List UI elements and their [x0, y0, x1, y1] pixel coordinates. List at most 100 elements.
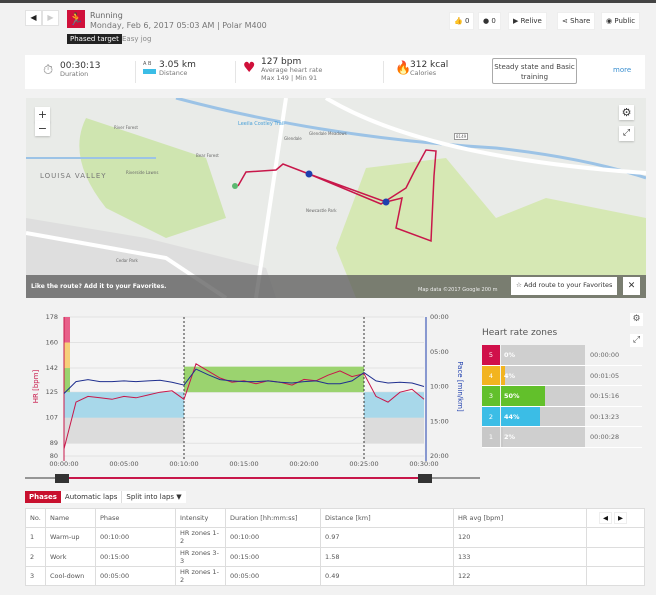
y2-tick-label: 20:00	[430, 452, 449, 460]
next-button[interactable]: ▶	[42, 10, 59, 26]
divider	[235, 61, 236, 83]
cell-distance: 0.49	[320, 565, 454, 587]
y2-axis-label: Pace [min/km]	[456, 361, 464, 412]
eye-icon: ◉	[606, 17, 613, 25]
table-row[interactable]: 1 Warm-up 00:10:00 HR zones 1-2 00:10:00 0.97…	[25, 527, 645, 548]
table-header-row: No. Name Phase Intensity Duration [hh:mm…	[25, 507, 645, 529]
target-name[interactable]: Easy jog	[122, 35, 152, 43]
road-sign: 8149	[454, 133, 469, 140]
y-tick-label: 125	[46, 388, 58, 396]
more-link[interactable]: more	[613, 66, 632, 74]
y-tick-label: 80	[50, 452, 58, 460]
divider	[383, 61, 384, 83]
prev-column-button[interactable]: ◀	[599, 512, 612, 525]
visibility-button[interactable]: ◉ Public	[601, 12, 641, 30]
duration-label: Duration	[60, 70, 89, 78]
heart-icon: ♥	[243, 60, 256, 76]
distance-label: Distance	[159, 69, 188, 77]
road	[254, 98, 288, 298]
avg-hr-value: 127 bpm	[261, 57, 302, 67]
zone-color-strip	[64, 342, 70, 369]
cell-empty	[586, 546, 645, 567]
tab-automatic-laps[interactable]: Automatic laps	[60, 491, 122, 503]
x-tick-label: 00:10:00	[169, 460, 198, 468]
cell-empty	[586, 565, 645, 587]
cell-duration: 00:15:00	[225, 546, 321, 567]
summary-card: ⏱ 00:30:13 Duration A B 3.05 km Distance…	[25, 55, 645, 89]
avg-hr-label: Average heart rate	[261, 66, 323, 74]
ruler-icon	[143, 69, 156, 74]
comment-button[interactable]: ● 0	[478, 12, 501, 30]
target-zone-band	[364, 417, 424, 444]
map-label: Bear Forest	[196, 153, 219, 158]
map-label: Glendale Meadows	[309, 131, 347, 136]
share-button[interactable]: ⋖ Share	[557, 12, 596, 30]
prev-button[interactable]: ◀	[25, 10, 42, 26]
y-axis-label: HR [bpm]	[32, 369, 40, 403]
y-tick-label: 178	[46, 313, 58, 321]
y2-tick-label: 10:00	[430, 383, 449, 391]
split-into-laps-dropdown[interactable]: Split into laps ▼	[121, 491, 186, 503]
zone-percent: 44%	[504, 412, 520, 421]
zoom-out-button[interactable]: −	[35, 121, 50, 136]
col-no: No.	[25, 507, 46, 529]
map-label: Newcastle Park	[306, 208, 337, 213]
route-map[interactable]: LOUISA VALLEY River Forest Bear Forest G…	[26, 98, 646, 298]
cell-phase: 00:15:00	[95, 546, 176, 567]
map-settings-icon[interactable]: ⚙	[619, 105, 634, 120]
zone-percent: 2%	[504, 433, 516, 442]
timeline-handle-end[interactable]	[418, 474, 432, 483]
zone-color-strip	[64, 368, 70, 393]
timeline-handle-start[interactable]	[55, 474, 69, 483]
training-benefit-box[interactable]: Steady state and Basic training	[492, 58, 577, 84]
fullscreen-icon[interactable]: ⤢	[619, 126, 634, 141]
zone-number: 2	[482, 406, 500, 427]
like-button[interactable]: 👍 0	[449, 12, 475, 30]
session-datetime: Monday, Feb 6, 2017 05:03 AM | Polar M40…	[90, 21, 267, 30]
zoom-in-button[interactable]: +	[35, 107, 50, 122]
zone-row-4: 4 4% 00:01:05	[482, 365, 642, 387]
cell-no: 2	[25, 546, 46, 567]
map-label: Riverside Lawns	[126, 170, 159, 175]
hr-pace-chart[interactable]: 178 160 142 125 107 89 80 00:00 05:00 10:00 15:00 2…	[0, 306, 480, 486]
table-row[interactable]: 3 Cool-down 00:05:00 HR zones 1-2 00:05:00 0.…	[25, 565, 645, 587]
play-icon: ▶	[513, 17, 519, 25]
cell-distance: 0.97	[320, 527, 454, 548]
zone-number: 5	[482, 345, 500, 365]
cell-no: 1	[25, 527, 46, 548]
x-tick-label: 00:30:00	[409, 460, 438, 468]
x-tick-label: 00:25:00	[349, 460, 378, 468]
calories-value: 312 kcal	[410, 60, 449, 70]
x-tick-label: 00:15:00	[229, 460, 258, 468]
distance-icon: A B	[143, 61, 152, 67]
share-icon: ⋖	[562, 17, 568, 25]
zones-title: Heart rate zones	[482, 328, 558, 338]
col-hr-avg: HR avg [bpm]	[453, 507, 587, 529]
cell-intensity: HR zones 3-3	[175, 546, 226, 567]
zone-row-5: 5 0% 00:00:00	[482, 345, 642, 366]
chart-settings-icon[interactable]: ⚙	[630, 313, 643, 326]
duration-value: 00:30:13	[60, 61, 101, 71]
river	[175, 98, 646, 180]
relive-button[interactable]: ▶ Relive	[508, 12, 547, 30]
comment-icon: ●	[483, 17, 490, 25]
top-bar	[0, 0, 656, 3]
distance-value: 3.05 km	[159, 60, 196, 70]
add-to-favorites-button[interactable]: ☆ Add route to your Favorites	[511, 277, 618, 295]
hr-max-min: Max 149 | Min 91	[261, 74, 318, 82]
tab-phases[interactable]: Phases	[25, 491, 61, 503]
zone-bar	[501, 365, 505, 386]
start-marker	[232, 183, 238, 189]
divider	[135, 61, 136, 83]
chart-fullscreen-icon[interactable]: ⤢	[630, 334, 643, 347]
lap-marker-3	[305, 170, 313, 178]
next-column-button[interactable]: ▶	[614, 512, 627, 525]
cell-hr-avg: 122	[453, 565, 587, 587]
cell-intensity: HR zones 1-2	[175, 565, 226, 587]
cell-duration: 00:05:00	[225, 565, 321, 587]
close-favorites-button[interactable]: ✕	[623, 277, 640, 295]
cell-name: Cool-down	[45, 565, 96, 587]
cell-hr-avg: 133	[453, 546, 587, 567]
table-row[interactable]: 2 Work 00:15:00 HR zones 3-3 00:15:00 1.58 133	[25, 546, 645, 567]
target-zone-band	[64, 417, 184, 444]
